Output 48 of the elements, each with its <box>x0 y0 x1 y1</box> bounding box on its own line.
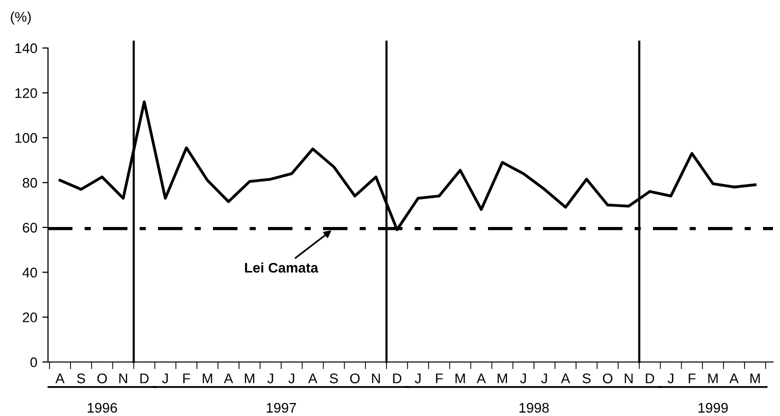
x-tick-label: J <box>288 374 294 384</box>
y-tick-label: 140 <box>15 43 38 54</box>
annotation: Lei Camata <box>245 262 318 273</box>
y-tick-label: 60 <box>22 222 38 233</box>
text: 1999 <box>698 402 728 413</box>
y-tick-label: 20 <box>22 312 38 322</box>
x-tick-label: M <box>244 374 254 384</box>
x-tick-label: N <box>624 374 633 384</box>
x-tick-label: M <box>750 374 760 384</box>
x-tick-label: D <box>646 374 654 384</box>
x-tick-label: J <box>668 374 674 384</box>
x-tick-label: M <box>498 374 507 384</box>
y-tick-label: 0 <box>30 357 38 368</box>
x-tick-label: S <box>77 373 86 384</box>
x-tick-label: F <box>436 374 443 384</box>
x-tick-label: F <box>688 374 696 384</box>
x-tick-label: J <box>520 374 526 384</box>
text: 1997 <box>266 402 296 413</box>
y-axis-title: (%) <box>10 12 31 24</box>
x-tick-label: A <box>729 374 739 384</box>
x-tick-label: N <box>119 374 128 384</box>
x-tick-label: M <box>456 374 465 384</box>
x-tick-label: A <box>476 374 486 384</box>
x-tick-label: J <box>414 374 421 384</box>
y-tick-label: 120 <box>15 88 38 98</box>
x-tick-label: J <box>267 374 274 384</box>
x-tick-label: A <box>308 374 318 384</box>
x-tick-label: O <box>97 373 107 384</box>
x-tick-label: O <box>350 373 360 384</box>
text: 1998 <box>520 402 549 413</box>
x-tick-label: O <box>602 373 612 384</box>
x-tick-label: F <box>183 374 190 384</box>
x-tick-label: D <box>393 374 402 384</box>
x-tick-label: J <box>541 374 547 384</box>
text: 1996 <box>88 402 117 413</box>
y-tick-label: 100 <box>15 133 38 143</box>
y-tick-label: 40 <box>22 268 38 278</box>
y-tick-label: 80 <box>22 178 38 188</box>
x-tick-label: M <box>202 374 212 384</box>
x-tick-label: M <box>708 374 718 384</box>
x-tick-label: A <box>560 374 570 384</box>
x-tick-label: A <box>55 374 65 384</box>
x-tick-label: N <box>372 374 380 384</box>
x-tick-label: J <box>162 374 168 384</box>
x-tick-label: A <box>224 374 234 384</box>
x-tick-label: S <box>330 373 338 384</box>
x-tick-label: D <box>140 374 149 384</box>
x-tick-label: S <box>582 373 591 384</box>
